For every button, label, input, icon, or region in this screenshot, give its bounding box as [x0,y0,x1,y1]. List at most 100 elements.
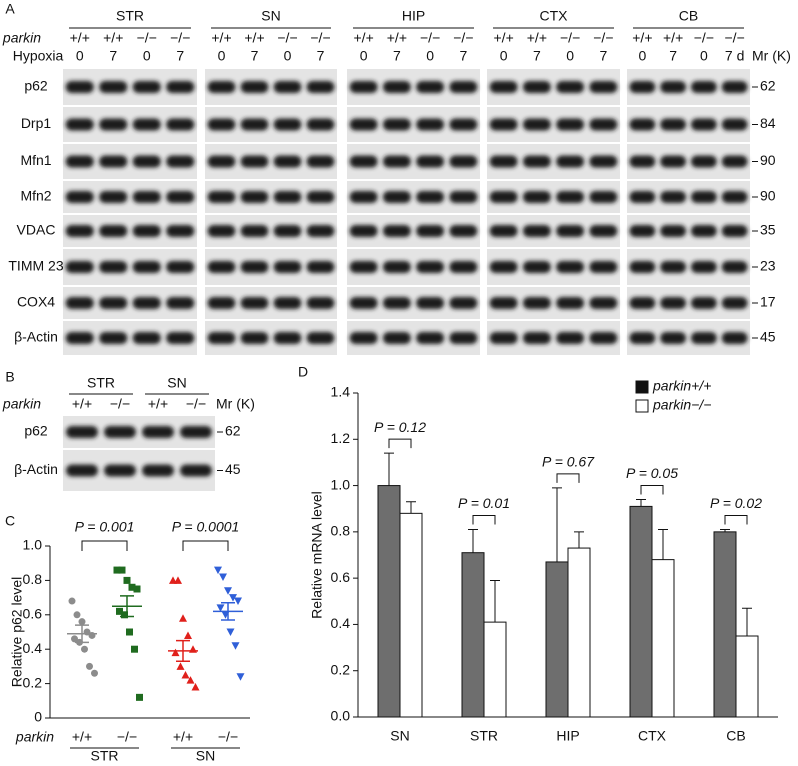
point [128,583,136,591]
group-label: CTX [540,8,569,24]
band [273,81,302,93]
band [522,332,551,344]
band [589,297,618,309]
band [589,155,618,168]
marker-size: 17 [760,294,776,310]
band [66,464,98,477]
band [416,332,445,344]
bar [545,561,569,718]
x-tick-label: CB [726,728,745,744]
marker-size: 62 [225,423,241,439]
error-bar [742,607,752,636]
panel-label: D [298,364,308,380]
band [449,297,478,309]
band [207,261,236,273]
band [166,191,195,203]
p-value: P = 0.01 [458,495,510,511]
protein-label: β-Actin [14,329,58,345]
band [721,261,748,273]
band [660,332,687,344]
genotype-label: parkin [2,396,41,412]
band [660,81,687,93]
band [382,81,411,93]
band [382,191,411,203]
band [721,297,748,309]
error-bar [552,487,562,562]
protein-label: VDAC [17,222,56,238]
band [306,332,335,344]
marker-size: 35 [760,222,776,238]
hypoxia-day: 0 [76,48,84,64]
group-label: STR [87,375,115,391]
band [382,118,411,131]
band [166,332,195,344]
band [207,332,236,344]
band [273,332,302,344]
band [489,81,518,93]
band [449,225,478,237]
point [176,662,185,670]
band [589,81,618,93]
protein-label: Mfn1 [20,152,51,168]
band [629,261,656,273]
hypoxia-day: 0 [638,48,646,64]
x-axis-label: parkin [15,729,54,745]
band [65,261,94,273]
mr-label: Mr (K) [752,48,791,64]
genotype: −/− [110,396,130,412]
group-label: SN [261,8,280,24]
bar [461,552,485,718]
band [132,155,161,168]
y-tick-label: 0 [34,709,42,725]
band [99,225,128,237]
p-bracket [182,540,229,551]
p-value: P = 0.12 [374,419,426,435]
band [660,297,687,309]
band [690,191,717,203]
band [306,261,335,273]
hypoxia-day: 0 [700,48,708,64]
genotype: −/− [694,30,714,46]
hypoxia-day: 7 [459,48,467,64]
band [449,332,478,344]
band [629,155,656,168]
band [166,261,195,273]
genotype: +/+ [211,30,231,46]
mr-label: Mr (K) [216,396,255,412]
band [382,155,411,168]
band [240,225,269,237]
sem-bar [176,639,190,662]
band [416,261,445,273]
band [240,261,269,273]
band [660,261,687,273]
x-tick-label: STR [470,728,498,744]
band [556,225,585,237]
marker-size: 90 [760,152,776,168]
legend-swatch [635,399,649,413]
hypoxia-day: 7 [393,48,401,64]
point [121,611,128,619]
band [349,81,378,93]
band [240,332,269,344]
band [306,81,335,93]
hypoxia-day: 0 [143,48,151,64]
band [240,191,269,203]
band [629,225,656,237]
point [229,594,237,602]
group-label: HIP [402,8,425,24]
y-tick-label: 0.8 [331,523,351,539]
hypoxia-day: 0 [284,48,292,64]
band [207,118,236,131]
y-tick-label: 0.8 [23,571,43,587]
band [132,261,161,273]
band [416,118,445,131]
band [416,225,445,237]
band [690,118,717,131]
x-tick-label: CTX [638,728,667,744]
band [349,261,378,273]
band [629,81,656,93]
point [184,631,192,639]
point [78,618,86,626]
x-tick-label: −/− [218,729,238,745]
point [234,597,242,606]
